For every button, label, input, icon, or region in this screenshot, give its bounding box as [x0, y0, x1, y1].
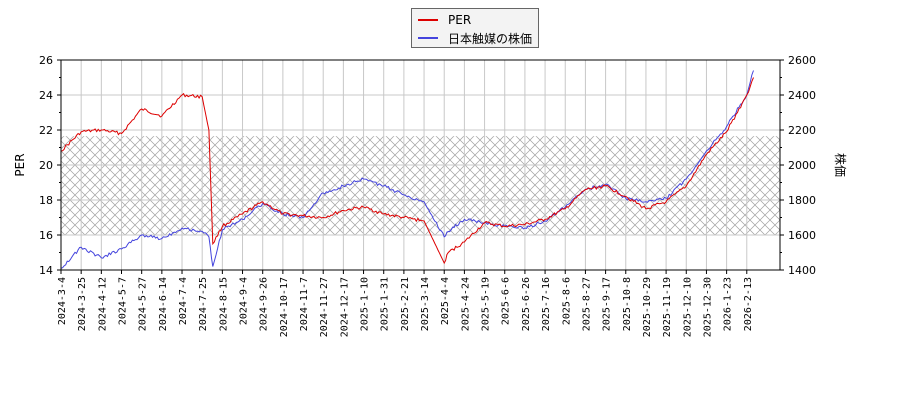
legend-swatch-blue: [418, 37, 438, 39]
y-right-tick-label: 2600: [788, 54, 816, 67]
legend-item-per: PER: [418, 12, 471, 28]
x-tick-label: 2025-8-27: [581, 277, 592, 331]
x-tick-label: 2025-4-4: [440, 277, 451, 325]
y-right-tick-label: 1600: [788, 229, 816, 242]
x-tick-label: 2025-12-30: [702, 277, 713, 337]
y-left-tick-label: 14: [39, 264, 53, 277]
x-tick-label: 2024-9-26: [259, 277, 270, 331]
legend-item-stock-price: 日本触媒の株価: [418, 30, 532, 46]
x-tick-label: 2024-7-4: [178, 277, 189, 325]
y-left-tick-label: 16: [39, 229, 53, 242]
y-left-tick-label: 22: [39, 124, 53, 137]
x-tick-label: 2025-6-26: [521, 277, 532, 331]
x-tick-label: 2024-5-7: [118, 277, 129, 325]
x-tick-label: 2025-3-14: [420, 277, 431, 331]
y-right-tick-label: 2000: [788, 159, 816, 172]
x-tick-label: 2024-7-25: [198, 277, 209, 331]
x-tick-label: 2025-4-24: [460, 277, 471, 331]
x-tick-label: 2025-10-29: [642, 277, 653, 337]
x-tick-label: 2024-10-17: [279, 277, 290, 337]
x-tick-label: 2024-9-4: [239, 277, 250, 325]
x-tick-label: 2024-6-14: [158, 277, 169, 331]
series-line-stock-price: [60, 70, 754, 269]
x-tick-label: 2025-2-21: [400, 277, 411, 331]
x-axis: 2024-3-4 2024-3-25 2024-4-12 2024-5-7 2024-5…: [57, 270, 754, 337]
x-tick-label: 2024-5-27: [138, 277, 149, 331]
y-left-tick-label: 18: [39, 194, 53, 207]
y-axis-left: 26 24 22 20 18 16 14: [39, 54, 61, 277]
range-band: [61, 136, 780, 235]
legend-swatch-red: [418, 19, 438, 21]
x-tick-label: 2026-1-23: [723, 277, 734, 331]
x-tick-label: 2024-4-12: [97, 277, 108, 331]
x-tick-label: 2025-5-19: [481, 277, 492, 331]
y-axis-right: 2600 2400 2200 2000 1800 1600 1400: [780, 54, 816, 277]
x-tick-label: 2025-1-10: [360, 277, 371, 331]
x-tick-label: 2025-8-6: [561, 277, 572, 325]
y-left-tick-label: 24: [39, 89, 53, 102]
x-tick-label: 2025-11-19: [662, 277, 673, 337]
x-tick-label: 2025-9-17: [602, 277, 613, 331]
y-right-tick-label: 1400: [788, 264, 816, 277]
y-right-tick-label: 2400: [788, 89, 816, 102]
x-tick-label: 2025-6-6: [501, 277, 512, 325]
x-tick-label: 2024-3-25: [77, 277, 88, 331]
x-tick-label: 2024-8-15: [218, 277, 229, 331]
y-axis-left-title: PER: [13, 153, 27, 176]
x-tick-label: 2025-12-10: [682, 277, 693, 337]
y-left-tick-label: 26: [39, 54, 53, 67]
legend-label: 日本触媒の株価: [448, 31, 533, 46]
legend: PER 日本触媒の株価: [411, 8, 539, 48]
x-tick-label: 2024-11-7: [299, 277, 310, 331]
x-tick-label: 2025-7-16: [541, 277, 552, 331]
x-tick-label: 2025-10-8: [622, 277, 633, 331]
legend-label: PER: [448, 13, 472, 27]
y-right-tick-label: 2200: [788, 124, 816, 137]
x-tick-label: 2024-12-17: [339, 277, 350, 337]
y-left-tick-label: 20: [39, 159, 53, 172]
series-line-per: [60, 77, 754, 265]
y-right-tick-label: 1800: [788, 194, 816, 207]
x-tick-label: 2025-1-31: [380, 277, 391, 331]
x-tick-label: 2024-11-27: [319, 277, 330, 337]
x-tick-label: 2024-3-4: [57, 277, 68, 325]
x-tick-label: 2026-2-13: [743, 277, 754, 331]
y-axis-right-title: 株価: [833, 153, 848, 177]
